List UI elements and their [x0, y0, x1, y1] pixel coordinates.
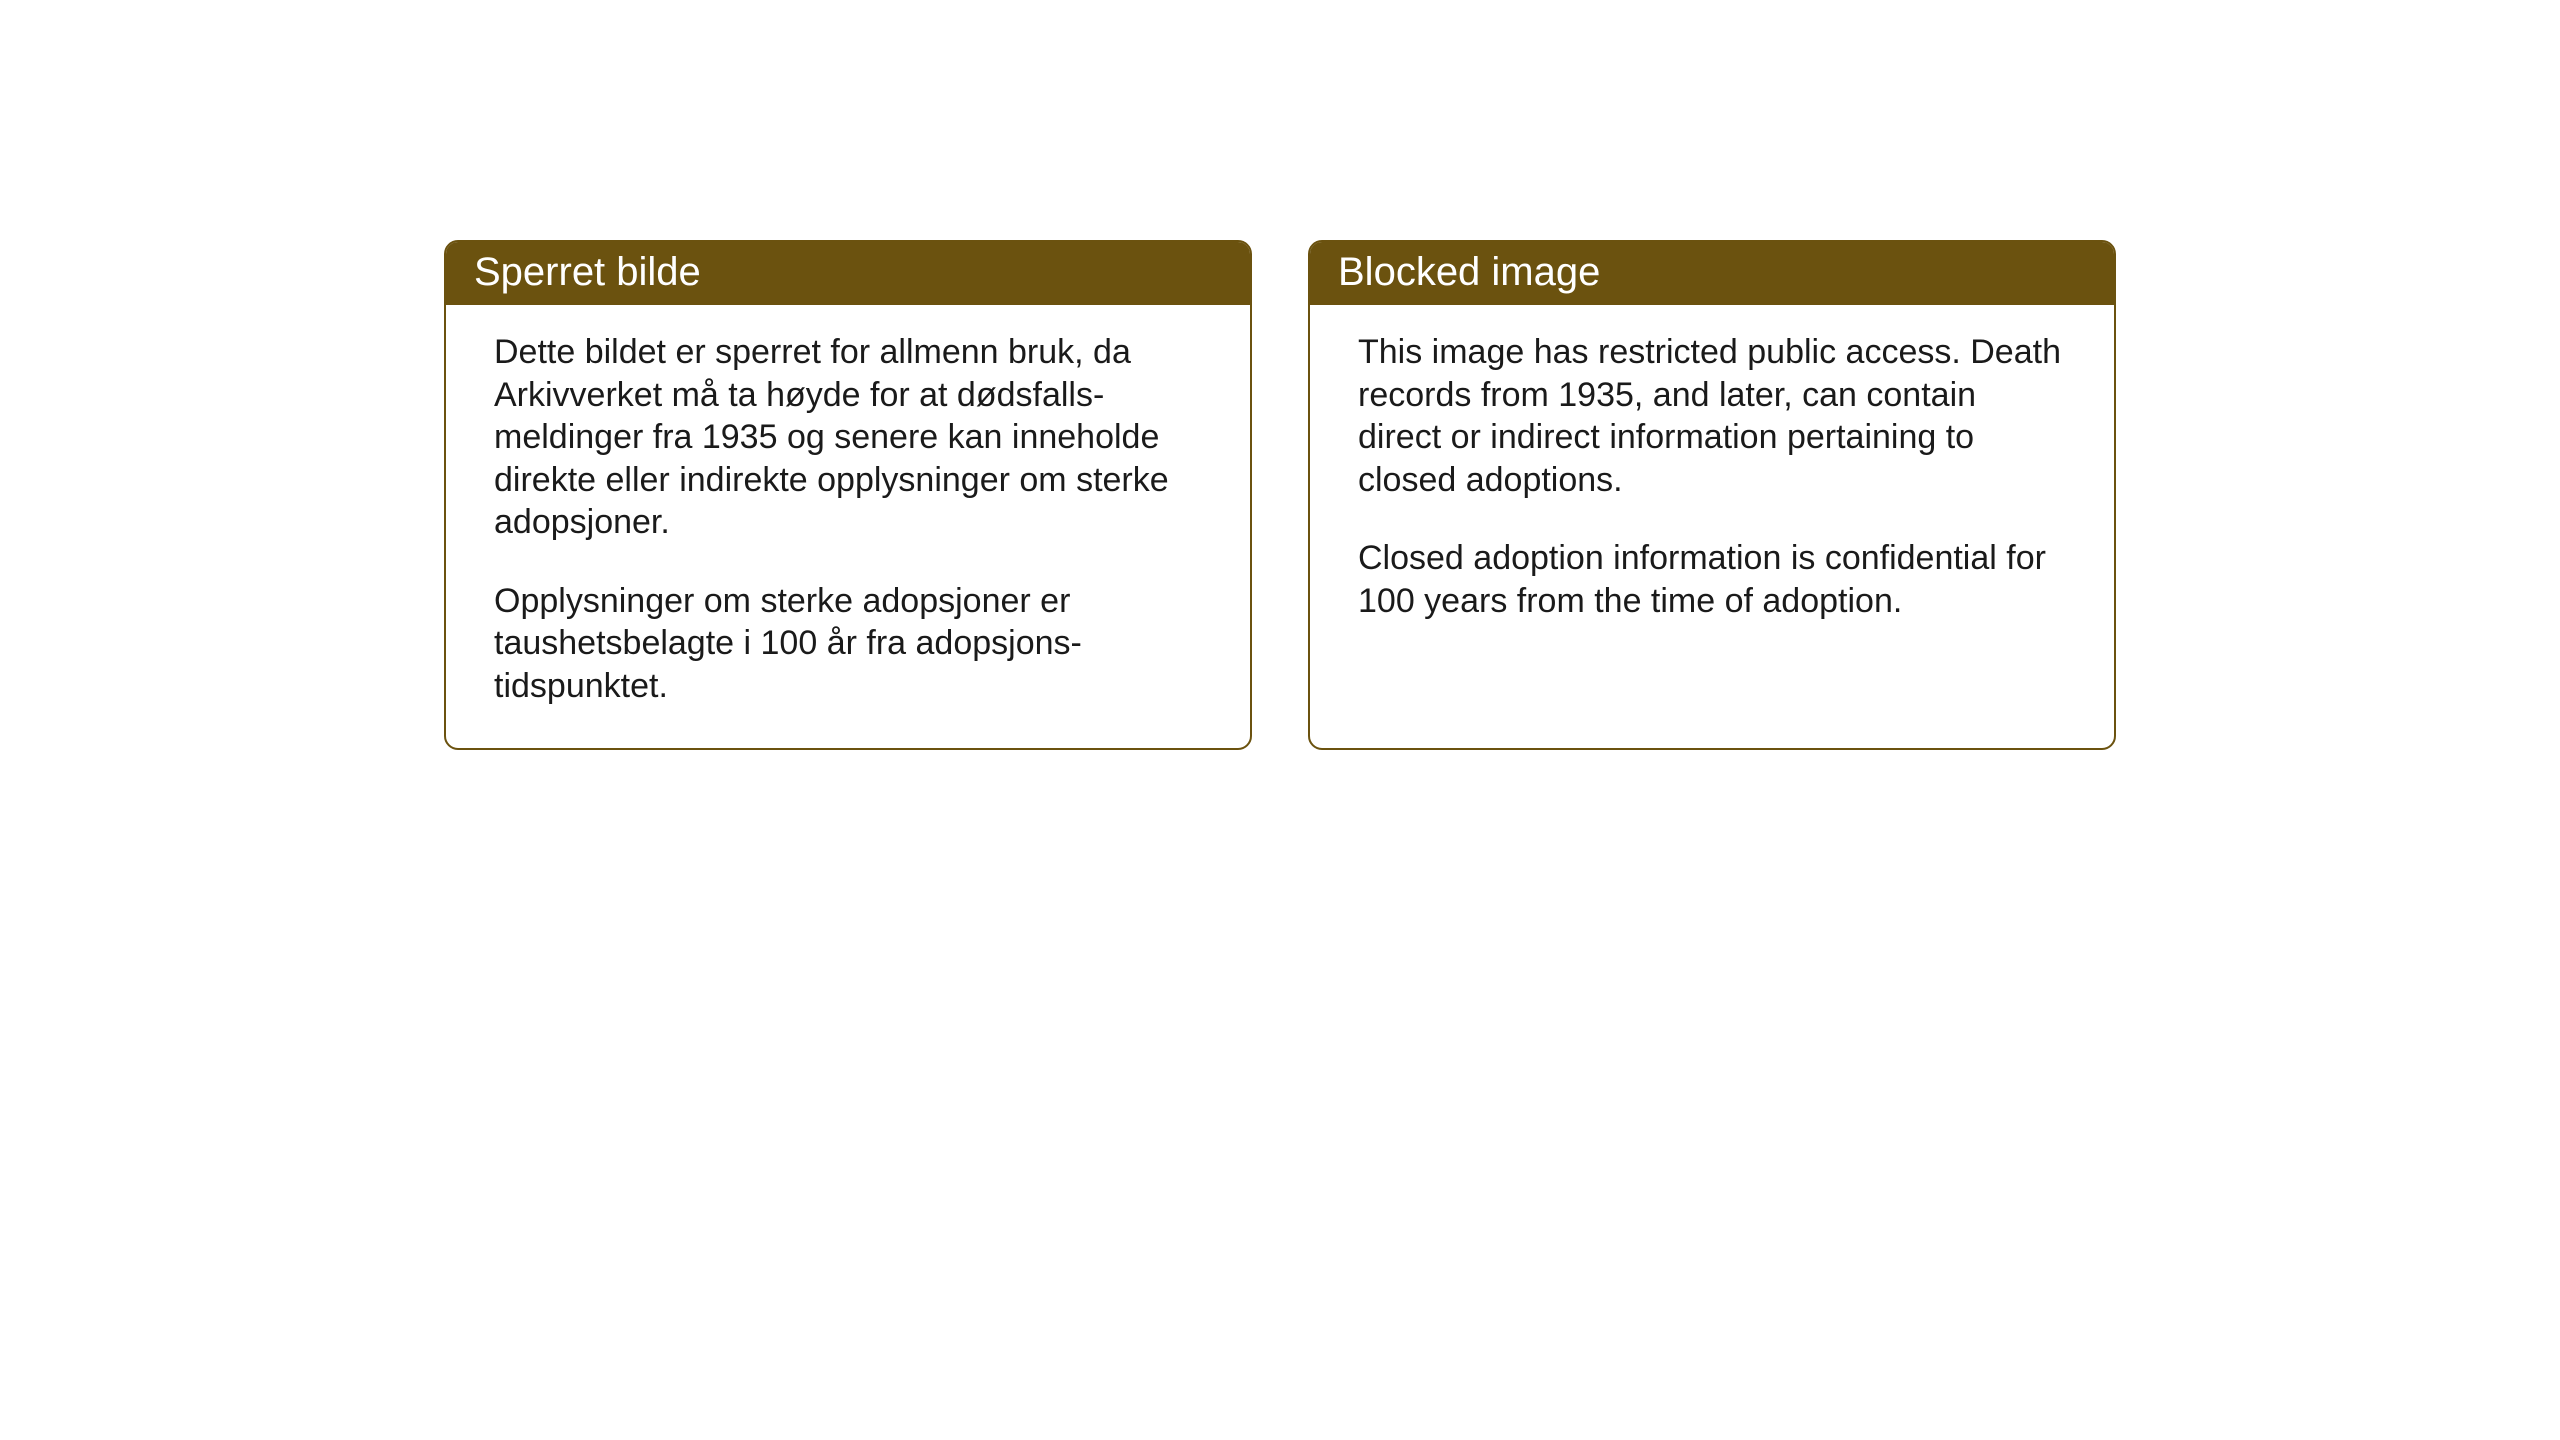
- notice-paragraph: Closed adoption information is confident…: [1358, 537, 2066, 622]
- notice-box-english: Blocked image This image has restricted …: [1308, 240, 2116, 750]
- notice-container: Sperret bilde Dette bildet er sperret fo…: [444, 240, 2116, 750]
- notice-header-norwegian: Sperret bilde: [446, 242, 1250, 305]
- notice-box-norwegian: Sperret bilde Dette bildet er sperret fo…: [444, 240, 1252, 750]
- notice-paragraph: This image has restricted public access.…: [1358, 331, 2066, 501]
- notice-paragraph: Opplysninger om sterke adopsjoner er tau…: [494, 580, 1202, 708]
- notice-header-english: Blocked image: [1310, 242, 2114, 305]
- notice-body-english: This image has restricted public access.…: [1310, 305, 2114, 656]
- notice-paragraph: Dette bildet er sperret for allmenn bruk…: [494, 331, 1202, 544]
- notice-body-norwegian: Dette bildet er sperret for allmenn bruk…: [446, 305, 1250, 741]
